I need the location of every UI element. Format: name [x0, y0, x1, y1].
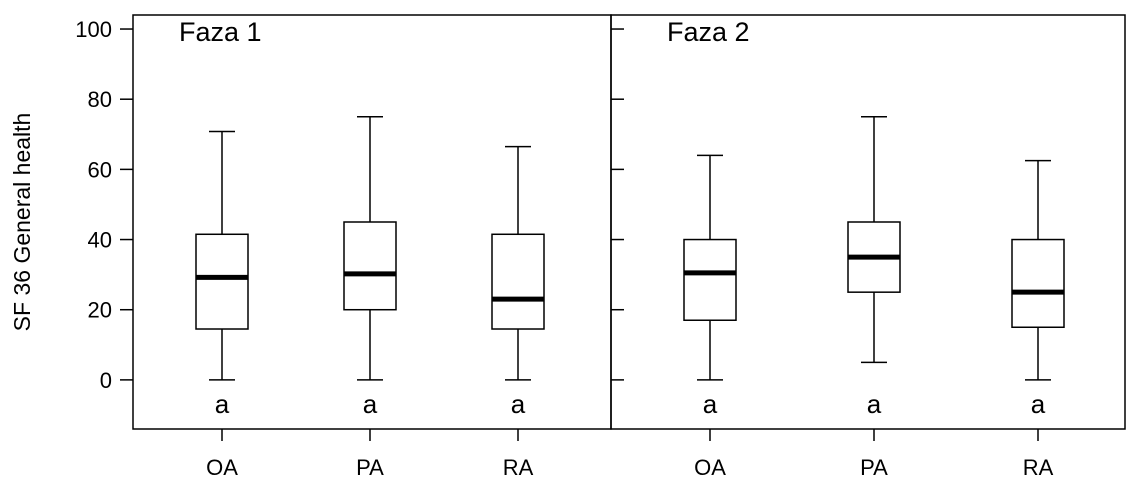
iqr-box	[683, 238, 737, 321]
iqr-box	[195, 233, 249, 330]
group-letter: a	[1031, 389, 1046, 419]
group-letter: a	[867, 389, 882, 419]
box-ra: a RA	[491, 145, 545, 480]
box-oa: a OA	[683, 154, 737, 480]
panel-2: Faza 2 a OA a PA a RA	[610, 14, 1126, 480]
x-tick-label-ra: RA	[503, 455, 534, 480]
panel-title: Faza 2	[667, 17, 750, 47]
group-letter: a	[215, 389, 230, 419]
panel-title: Faza 1	[179, 17, 262, 47]
group-letter: a	[363, 389, 378, 419]
panel-frame	[610, 14, 1126, 430]
y-tick-label-20: 20	[88, 298, 112, 323]
box-pa: a PA	[343, 115, 397, 480]
box-oa: a OA	[195, 130, 249, 480]
group-letter: a	[703, 389, 718, 419]
x-tick-label-oa: OA	[206, 455, 238, 480]
iqr-box	[343, 221, 397, 311]
iqr-box	[491, 233, 545, 330]
x-tick-label-oa: OA	[694, 455, 726, 480]
x-tick-label-pa: PA	[860, 455, 888, 480]
y-axis-label: SF 36 General health	[9, 113, 35, 332]
x-tick-label-ra: RA	[1023, 455, 1054, 480]
y-tick-label-0: 0	[100, 368, 112, 393]
box-ra: a RA	[1011, 159, 1065, 480]
panel-1: Faza 1 a OA a PA a RA	[132, 14, 612, 480]
y-tick-label-60: 60	[88, 157, 112, 182]
y-tick-label-80: 80	[88, 87, 112, 112]
panels-layer: Faza 1 a OA a PA a RA Faza 2 a OA a PA a RA	[132, 14, 1126, 480]
y-tick-label-100: 100	[75, 17, 112, 42]
box-pa: a PA	[847, 115, 901, 480]
iqr-box	[1011, 238, 1065, 329]
group-letter: a	[511, 389, 526, 419]
y-tick-label-40: 40	[88, 228, 112, 253]
y-axis: 0 20 40 60 80 100	[75, 17, 133, 393]
x-tick-label-pa: PA	[356, 455, 384, 480]
